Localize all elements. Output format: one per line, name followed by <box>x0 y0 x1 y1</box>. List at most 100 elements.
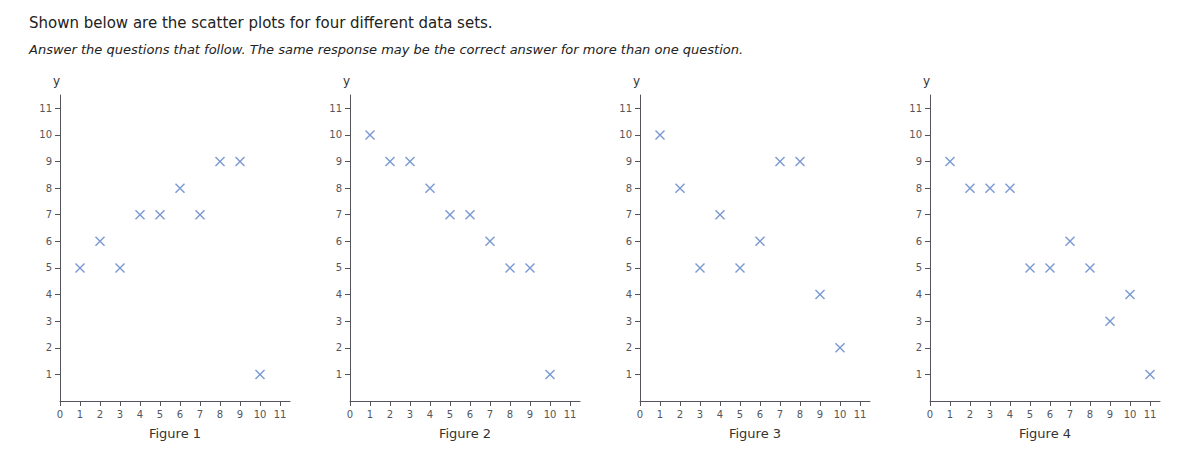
svg-text:6: 6 <box>757 409 763 420</box>
svg-text:1: 1 <box>336 369 342 380</box>
svg-text:8: 8 <box>507 409 513 420</box>
svg-text:3: 3 <box>336 316 342 327</box>
svg-text:11: 11 <box>1144 409 1157 420</box>
svg-text:6: 6 <box>177 409 183 420</box>
svg-text:3: 3 <box>916 316 922 327</box>
svg-text:10: 10 <box>1124 409 1137 420</box>
svg-text:0: 0 <box>57 409 63 420</box>
svg-text:3: 3 <box>407 409 413 420</box>
svg-text:5: 5 <box>336 262 342 273</box>
svg-text:2: 2 <box>46 342 52 353</box>
svg-text:1: 1 <box>46 369 52 380</box>
svg-text:1: 1 <box>947 409 953 420</box>
svg-text:4: 4 <box>46 289 52 300</box>
svg-text:10: 10 <box>39 129 52 140</box>
svg-text:9: 9 <box>1107 409 1113 420</box>
svg-text:9: 9 <box>336 156 342 167</box>
svg-text:7: 7 <box>1067 409 1073 420</box>
svg-text:y: y <box>633 74 640 88</box>
svg-text:Answer the questions that foll: Answer the questions that follow. The sa… <box>28 42 743 57</box>
svg-text:2: 2 <box>336 342 342 353</box>
svg-text:7: 7 <box>46 209 52 220</box>
svg-text:11: 11 <box>909 103 922 114</box>
svg-text:3: 3 <box>697 409 703 420</box>
svg-text:6: 6 <box>1047 409 1053 420</box>
svg-text:7: 7 <box>336 209 342 220</box>
svg-text:4: 4 <box>427 409 433 420</box>
svg-text:6: 6 <box>467 409 473 420</box>
svg-text:10: 10 <box>619 129 632 140</box>
svg-text:3: 3 <box>46 316 52 327</box>
svg-text:1: 1 <box>657 409 663 420</box>
svg-text:8: 8 <box>1087 409 1093 420</box>
svg-text:8: 8 <box>336 183 342 194</box>
svg-text:9: 9 <box>626 156 632 167</box>
svg-text:y: y <box>343 74 350 88</box>
svg-text:3: 3 <box>117 409 123 420</box>
svg-text:9: 9 <box>46 156 52 167</box>
svg-text:0: 0 <box>637 409 643 420</box>
svg-text:3: 3 <box>626 316 632 327</box>
svg-text:5: 5 <box>737 409 743 420</box>
svg-text:7: 7 <box>777 409 783 420</box>
svg-text:9: 9 <box>527 409 533 420</box>
svg-text:0: 0 <box>927 409 933 420</box>
svg-text:5: 5 <box>157 409 163 420</box>
svg-text:6: 6 <box>336 236 342 247</box>
svg-text:4: 4 <box>916 289 922 300</box>
svg-text:6: 6 <box>626 236 632 247</box>
svg-text:Figure 2: Figure 2 <box>439 426 491 441</box>
svg-text:Figure 1: Figure 1 <box>149 426 201 441</box>
svg-text:0: 0 <box>347 409 353 420</box>
svg-text:y: y <box>923 74 930 88</box>
svg-text:2: 2 <box>97 409 103 420</box>
svg-text:1: 1 <box>626 369 632 380</box>
svg-text:Shown below are the scatter pl: Shown below are the scatter plots for fo… <box>29 14 493 32</box>
svg-text:2: 2 <box>677 409 683 420</box>
svg-text:y: y <box>53 74 60 88</box>
svg-text:8: 8 <box>46 183 52 194</box>
svg-text:11: 11 <box>854 409 867 420</box>
svg-text:4: 4 <box>626 289 632 300</box>
svg-text:4: 4 <box>1007 409 1013 420</box>
svg-text:8: 8 <box>626 183 632 194</box>
svg-text:10: 10 <box>254 409 267 420</box>
svg-text:2: 2 <box>916 342 922 353</box>
svg-text:5: 5 <box>626 262 632 273</box>
svg-text:5: 5 <box>916 262 922 273</box>
svg-text:6: 6 <box>46 236 52 247</box>
svg-text:4: 4 <box>336 289 342 300</box>
svg-text:2: 2 <box>626 342 632 353</box>
svg-text:11: 11 <box>329 103 342 114</box>
svg-text:4: 4 <box>717 409 723 420</box>
svg-text:7: 7 <box>626 209 632 220</box>
svg-text:6: 6 <box>916 236 922 247</box>
svg-text:11: 11 <box>619 103 632 114</box>
svg-text:7: 7 <box>487 409 493 420</box>
svg-text:1: 1 <box>367 409 373 420</box>
svg-text:Figure 3: Figure 3 <box>729 426 781 441</box>
svg-text:11: 11 <box>274 409 287 420</box>
svg-text:2: 2 <box>967 409 973 420</box>
svg-text:8: 8 <box>217 409 223 420</box>
svg-text:1: 1 <box>77 409 83 420</box>
svg-text:11: 11 <box>564 409 577 420</box>
svg-text:11: 11 <box>39 103 52 114</box>
svg-text:1: 1 <box>916 369 922 380</box>
svg-text:Figure 4: Figure 4 <box>1019 426 1071 441</box>
svg-text:2: 2 <box>387 409 393 420</box>
svg-text:10: 10 <box>329 129 342 140</box>
svg-text:7: 7 <box>197 409 203 420</box>
svg-text:3: 3 <box>987 409 993 420</box>
svg-text:9: 9 <box>237 409 243 420</box>
svg-text:10: 10 <box>544 409 557 420</box>
svg-text:10: 10 <box>834 409 847 420</box>
svg-text:5: 5 <box>447 409 453 420</box>
svg-text:8: 8 <box>797 409 803 420</box>
svg-text:10: 10 <box>909 129 922 140</box>
svg-text:7: 7 <box>916 209 922 220</box>
svg-text:4: 4 <box>137 409 143 420</box>
svg-text:5: 5 <box>46 262 52 273</box>
svg-text:9: 9 <box>817 409 823 420</box>
svg-text:8: 8 <box>916 183 922 194</box>
